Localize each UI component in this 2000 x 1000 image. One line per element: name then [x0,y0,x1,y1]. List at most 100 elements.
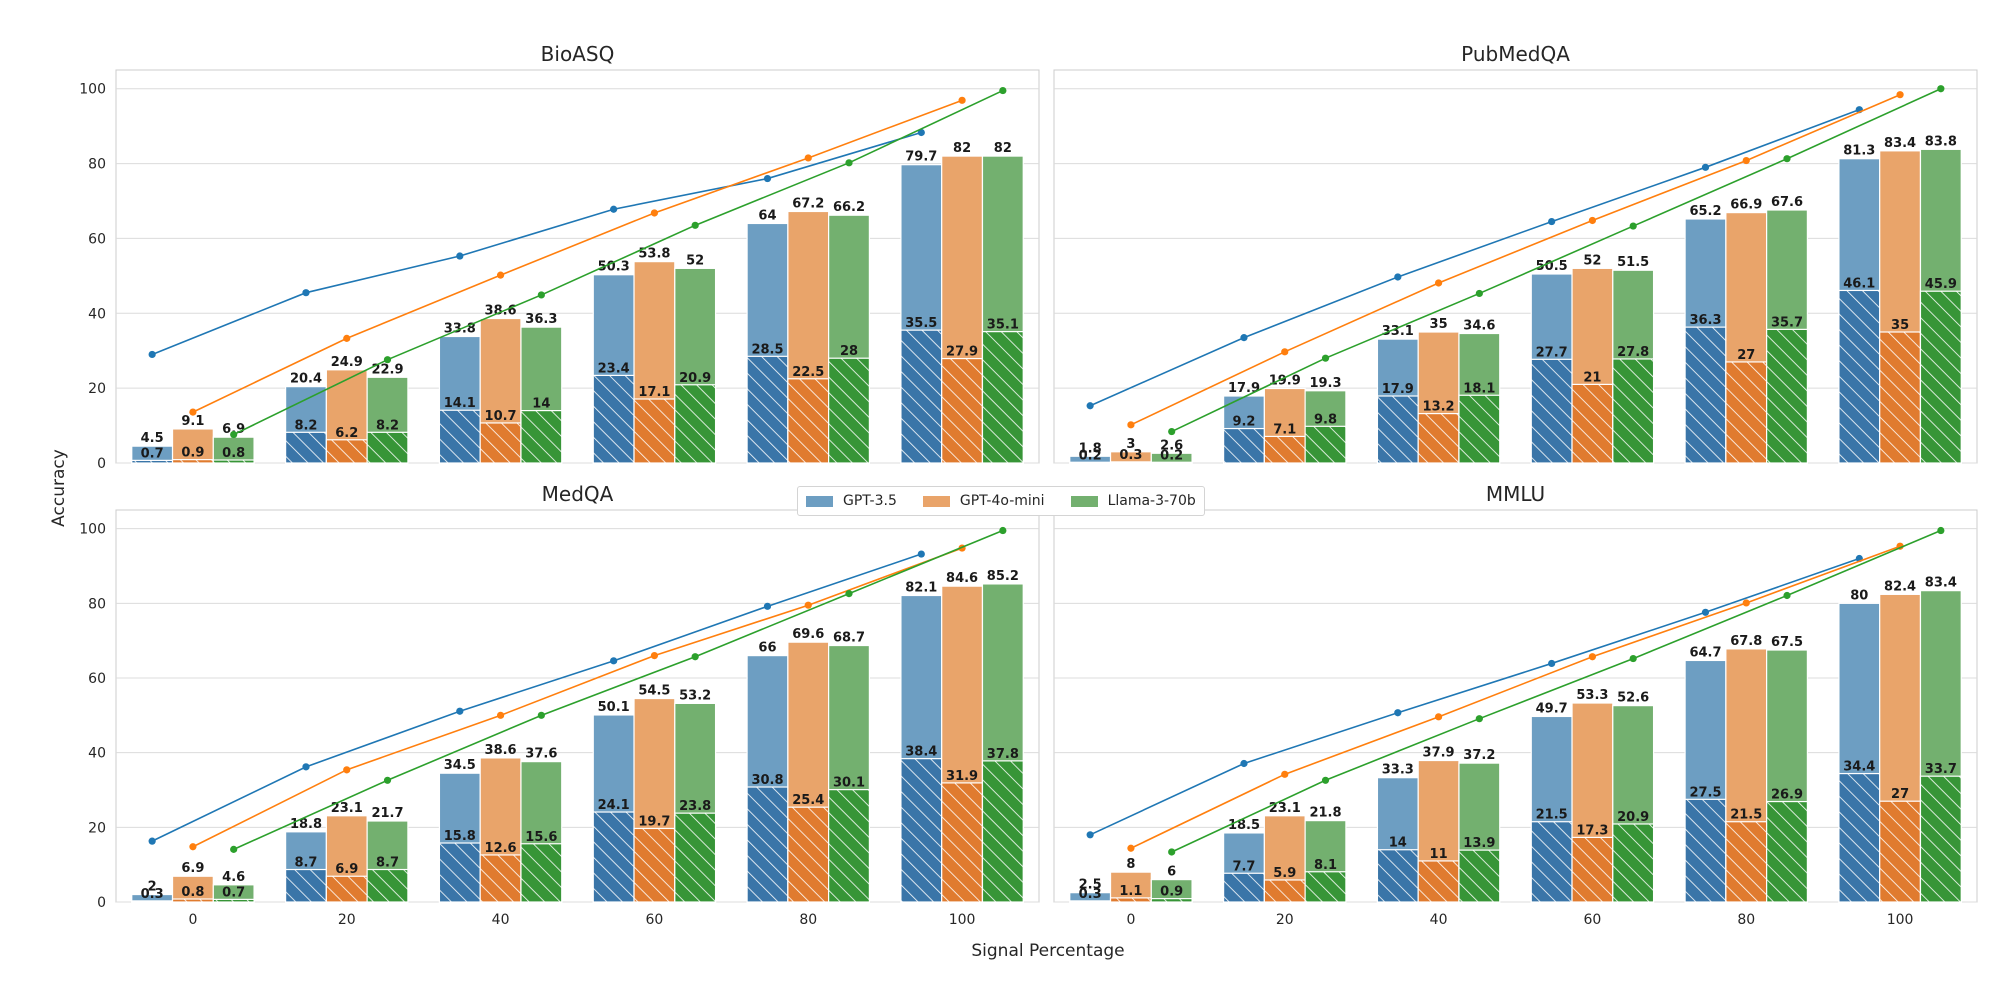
bar-inner-hatch [131,460,173,463]
bar-inner-hatch [1377,849,1419,902]
data-label-inner: 7.7 [1232,859,1255,874]
data-label-total: 2 [148,880,157,895]
trend-point-gpt35 [1701,608,1710,616]
data-label-inner: 17.1 [638,385,670,400]
x-tick-label: 0 [188,912,197,928]
data-label-total: 21.8 [1309,806,1341,821]
x-tick-label: 40 [492,912,510,928]
data-label-total: 8 [1126,857,1135,872]
data-label-inner: 12.6 [485,841,517,856]
bar-inner-hatch [520,410,562,463]
bar-inner-hatch [480,854,521,902]
trend-point-llama3 [1475,289,1483,298]
data-label-inner: 5.9 [1273,866,1296,881]
data-label-total: 84.6 [946,571,978,586]
trend-point-gpt35 [1086,831,1094,839]
bar-inner-hatch [1264,436,1306,463]
trend-point-gpt4o-mini [1742,156,1750,165]
x-axis-label: Signal Percentage [971,941,1124,961]
legend-label-gpt35: GPT-3.5 [843,493,897,509]
data-label-total: 51.5 [1617,255,1649,270]
trend-point-gpt35 [302,763,310,771]
data-label-total: 34.5 [444,758,476,773]
bar-inner-hatch [982,760,1024,902]
data-label-total: 53.3 [1576,688,1608,703]
trend-point-gpt4o-mini [1127,421,1135,429]
data-label-total: 24.9 [331,355,363,370]
data-label-total: 19.9 [1269,374,1301,389]
trend-point-gpt35 [148,350,156,359]
data-label-inner: 11 [1430,847,1448,862]
trend-point-gpt4o-mini [1742,599,1750,607]
trend-point-llama3 [999,526,1007,535]
y-tick-label: 20 [88,820,106,836]
legend-swatch-llama3 [1070,495,1098,507]
x-tick-label: 100 [949,912,976,928]
panel-bioasq: 0 20 40 60 80 100 BioASQ 4.50.7 9.1 0.9 6.9 0.8 20.4… [79,42,1040,472]
bar-inner-hatch [1531,359,1573,463]
data-label-inner: 19.7 [638,814,670,829]
data-label-total: 19.3 [1309,376,1341,391]
y-tick-label: 20 [88,381,106,397]
trend-line-gpt35 [151,131,922,356]
bar-total-gpt4o-mini [171,875,214,903]
x-tick-label: 0 [1126,912,1135,928]
bar-inner-hatch [1377,396,1419,463]
data-label-inner: 14.1 [444,396,476,411]
trend-point-gpt4o-mini [1588,216,1597,225]
data-label-total: 49.7 [1536,701,1568,716]
data-label-inner: 23.8 [679,799,711,814]
data-label-inner: 0.3 [141,887,164,902]
panel-pubmedqa: PubMedQA1.80.230.32.60.217.99.219.97.119… [1053,42,1978,464]
data-label-inner: 30.1 [833,776,865,791]
data-label-inner: 1.1 [1119,884,1142,899]
bar-inner-hatch [1572,837,1613,902]
bar-inner-hatch [1305,426,1346,463]
bar-inner-hatch [1685,799,1726,902]
trend-point-gpt35 [1548,659,1556,668]
data-label-total: 33.3 [1382,763,1414,778]
x-tick-label: 100 [1887,912,1914,928]
data-label-inner: 23.4 [598,361,630,376]
bar-inner-hatch [326,876,368,902]
y-tick-label: 80 [88,157,106,173]
bar-inner-hatch [1725,361,1767,463]
legend-label-gpt4o-mini: GPT-4o-mini [959,493,1045,509]
data-label-inner: 37.8 [987,747,1019,762]
bar-inner-hatch [900,758,942,902]
data-label-total: 52.6 [1617,691,1649,706]
bar-inner-hatch [634,398,675,463]
x-tick-label: 20 [1276,912,1294,928]
panel-title: MedQA [542,482,614,506]
trend-point-llama3 [1321,776,1330,784]
data-label-total: 20.4 [290,372,322,387]
data-label-inner: 35.5 [905,316,937,331]
x-tick-label: 20 [338,912,356,928]
bar-total-gpt4o-mini [171,428,214,464]
legend-item-gpt35: GPT-3.5 [806,493,897,509]
data-label-total: 38.6 [485,743,517,758]
data-label-inner: 21.5 [1536,808,1568,823]
trend-point-llama3 [537,711,545,719]
data-label-total: 67.6 [1771,195,1803,210]
data-label-total: 52 [1583,253,1601,268]
y-tick-label: 100 [79,82,106,98]
data-label-inner: 30.8 [751,773,783,788]
trend-point-llama3 [845,159,853,167]
data-label-total: 18.8 [290,817,322,832]
data-label-total: 17.9 [1228,381,1260,396]
data-label-inner: 18.1 [1463,381,1495,396]
data-label-total: 82.1 [905,580,937,595]
trend-point-llama3 [1937,526,1945,535]
trend-point-llama3 [845,590,853,598]
trend-point-llama3 [383,356,392,364]
data-label-inner: 0.3 [1079,887,1102,902]
data-label-total: 81.3 [1843,144,1875,159]
bar-inner-hatch [1531,821,1573,902]
data-label-total: 50.1 [598,700,630,715]
y-tick-label: 60 [88,231,106,247]
data-label-total: 23.1 [331,801,363,816]
bar-inner-hatch [941,358,983,463]
trend-point-llama3 [1937,85,1945,93]
bar-inner-hatch [367,869,408,902]
